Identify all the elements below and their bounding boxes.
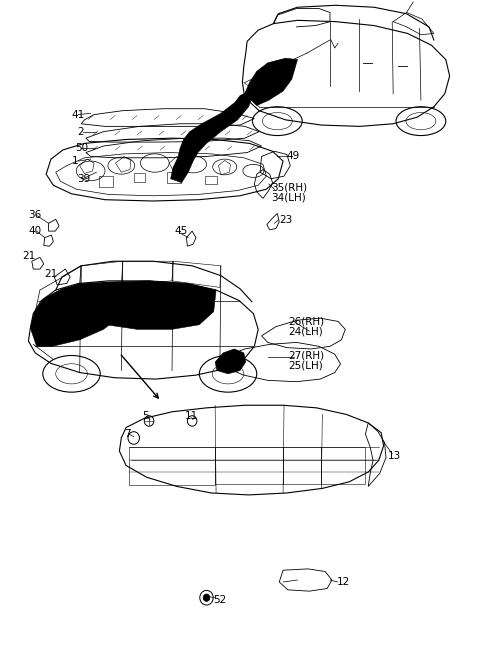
Polygon shape xyxy=(30,282,129,346)
Polygon shape xyxy=(89,285,101,300)
Ellipse shape xyxy=(203,594,210,602)
Text: 26(RH): 26(RH) xyxy=(288,316,324,327)
Bar xyxy=(99,176,113,186)
Text: 25(LH): 25(LH) xyxy=(288,360,323,371)
Text: 27(RH): 27(RH) xyxy=(288,350,324,361)
Text: 52: 52 xyxy=(214,594,227,605)
Text: 7: 7 xyxy=(124,429,131,439)
Polygon shape xyxy=(100,281,216,329)
Text: 36: 36 xyxy=(28,211,42,220)
Text: 12: 12 xyxy=(336,577,350,587)
Polygon shape xyxy=(170,92,252,182)
Text: 21: 21 xyxy=(22,251,36,261)
Text: 40: 40 xyxy=(28,226,42,236)
Text: 2: 2 xyxy=(77,127,84,136)
Bar xyxy=(133,173,145,182)
Bar xyxy=(167,173,181,182)
Bar xyxy=(205,176,217,184)
Text: 24(LH): 24(LH) xyxy=(288,326,323,337)
Text: 13: 13 xyxy=(387,451,401,461)
Text: 11: 11 xyxy=(185,411,198,421)
Text: 41: 41 xyxy=(72,110,85,119)
Polygon shape xyxy=(215,349,246,374)
Text: 45: 45 xyxy=(174,226,187,236)
Text: 5: 5 xyxy=(142,411,148,421)
Polygon shape xyxy=(245,58,298,106)
Text: 50: 50 xyxy=(75,143,88,153)
Text: 39: 39 xyxy=(77,174,91,184)
Text: 34(LH): 34(LH) xyxy=(271,192,306,202)
Text: 23: 23 xyxy=(279,215,292,225)
Text: 49: 49 xyxy=(287,152,300,161)
Text: 21: 21 xyxy=(45,270,58,279)
Text: 1: 1 xyxy=(72,156,78,166)
Text: 35(RH): 35(RH) xyxy=(271,182,307,192)
